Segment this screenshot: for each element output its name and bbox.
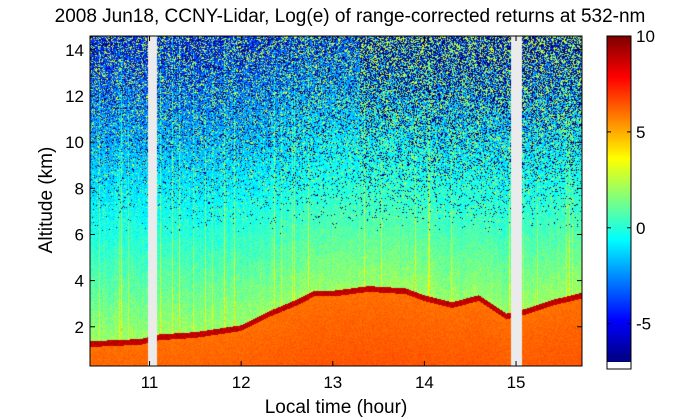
y-tick-label-1: 4	[75, 272, 84, 291]
colorbar-tick-label-2: 5	[636, 123, 645, 142]
plot-area	[89, 35, 583, 367]
y-axis-label: Altitude (km)	[36, 147, 57, 254]
x-tick-label-3: 14	[415, 373, 434, 392]
x-axis: 11 12 13 14 15	[141, 36, 526, 392]
colorbar-tick-label-1: 0	[636, 219, 645, 238]
colorbar-tick-label-3: 10	[636, 27, 655, 46]
x-tick-label-1: 12	[232, 373, 251, 392]
lidar-heatmap	[90, 36, 582, 366]
colorbar-ticks: -5 0 5 10	[607, 27, 655, 334]
chart-title: 2008 Jun18, CCNY-Lidar, Log(e) of range-…	[55, 6, 646, 27]
y-tick-label-3: 8	[75, 179, 84, 198]
y-tick-label-6: 14	[65, 41, 84, 60]
colorbar: -5 0 5 10	[606, 27, 655, 370]
colorbar-tick-label-0: -5	[636, 315, 651, 334]
y-tick-label-4: 10	[65, 133, 84, 152]
x-axis-label: Local time (hour)	[265, 397, 408, 418]
y-tick-label-5: 12	[65, 87, 84, 106]
x-tick-label-0: 11	[141, 373, 159, 392]
colorbar-frame	[606, 35, 632, 370]
plot-frame	[89, 35, 583, 367]
x-tick-label-2: 13	[323, 373, 342, 392]
y-tick-label-0: 2	[75, 318, 84, 337]
x-tick-label-4: 15	[507, 373, 526, 392]
y-tick-label-2: 6	[75, 225, 84, 244]
colorbar-gradient	[607, 36, 631, 362]
y-axis: 2 4 6 8 10 12 14	[65, 41, 582, 337]
